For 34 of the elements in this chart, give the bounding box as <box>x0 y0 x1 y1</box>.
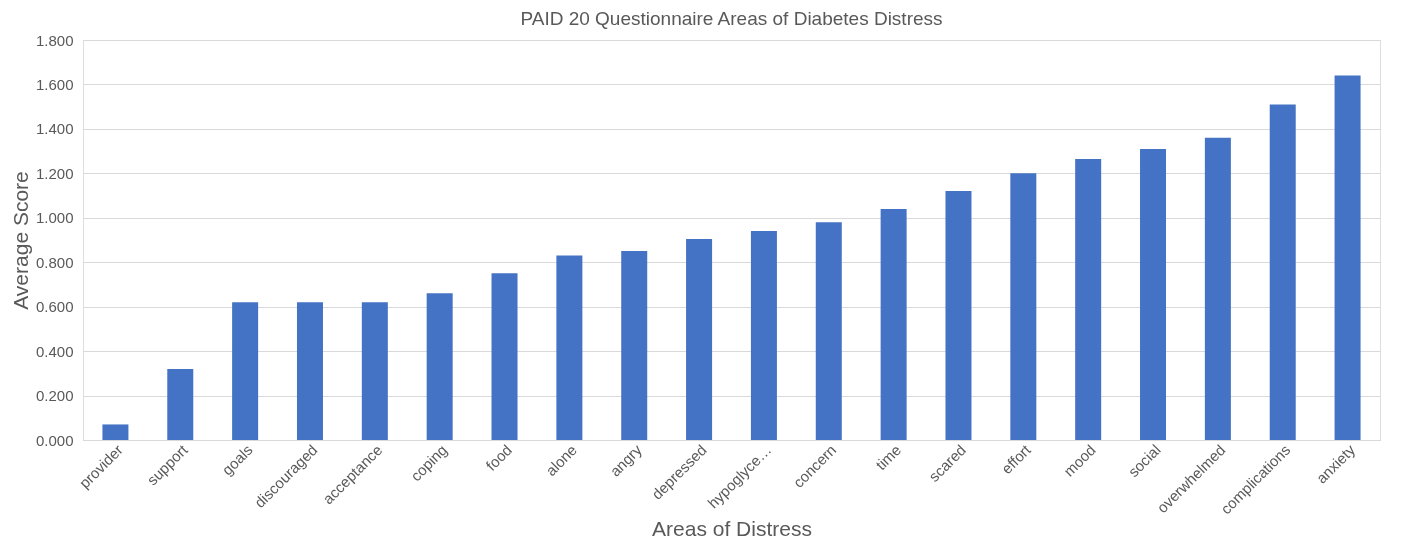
bar <box>232 302 259 440</box>
bar <box>621 251 648 440</box>
bar <box>556 255 583 440</box>
bar <box>1140 148 1167 440</box>
y-tick-label: 1.200 <box>35 164 74 182</box>
bar <box>1075 158 1102 440</box>
y-tick-label: 0.000 <box>35 431 74 449</box>
bar <box>1334 75 1361 440</box>
y-tick-label: 1.400 <box>35 120 74 138</box>
chart-title: PAID 20 Questionnaire Areas of Diabetes Distress <box>520 8 943 29</box>
y-tick-label: 0.200 <box>35 387 74 405</box>
y-tick-label: 1.000 <box>35 209 74 227</box>
x-axis-title: Areas of Distress <box>652 517 812 541</box>
y-tick-label: 0.600 <box>35 298 74 316</box>
bar <box>815 222 842 440</box>
bar <box>1204 137 1231 440</box>
bar <box>750 231 777 440</box>
bar <box>361 302 388 440</box>
x-tick-label: time <box>872 441 905 474</box>
y-tick-label: 0.800 <box>35 253 74 271</box>
bar <box>296 302 323 440</box>
bar <box>1010 173 1037 440</box>
y-axis-title: Average Score <box>8 171 32 310</box>
bar <box>426 293 453 440</box>
bar <box>686 238 713 440</box>
bar <box>880 208 907 440</box>
bar <box>167 368 194 440</box>
bar <box>491 273 518 440</box>
bar <box>1269 104 1296 440</box>
y-tick-label: 1.600 <box>35 75 74 93</box>
bar <box>102 424 129 440</box>
y-tick-label: 1.800 <box>35 31 74 49</box>
bar <box>945 191 972 440</box>
y-tick-label: 0.400 <box>35 342 74 360</box>
